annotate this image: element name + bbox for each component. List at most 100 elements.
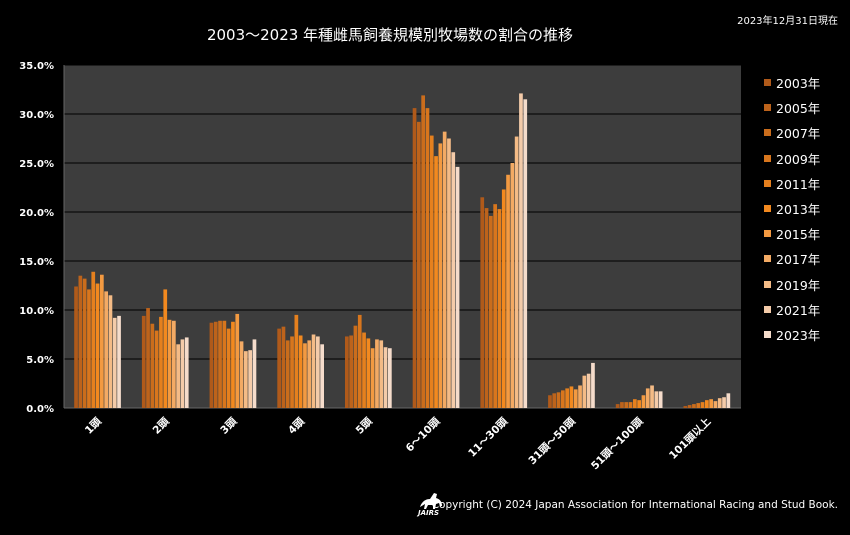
bar [722, 397, 726, 408]
bar [235, 313, 240, 408]
x-tick-label: 5頭 [354, 415, 375, 436]
y-tick-label: 15.0% [19, 257, 54, 268]
bar [311, 334, 316, 408]
bar [425, 108, 430, 409]
legend-swatch [764, 129, 771, 137]
bar [353, 325, 358, 408]
bar [172, 320, 176, 408]
bar [429, 135, 434, 408]
legend-label: 2013年 [776, 202, 821, 218]
bar [442, 131, 447, 408]
bar [366, 338, 371, 408]
x-tick-label: 2頭 [151, 415, 172, 436]
legend-label: 2023年 [776, 327, 821, 343]
legend-label: 2005年 [776, 101, 821, 117]
x-tick-label: 31頭～50頭 [526, 415, 578, 467]
bar [146, 308, 150, 408]
bar [239, 341, 244, 408]
y-tick-label: 5.0% [26, 355, 54, 366]
bar [569, 386, 574, 408]
bar [252, 339, 257, 408]
bar [489, 215, 493, 408]
bar [514, 136, 519, 409]
legend-item: 2007年 [764, 120, 820, 145]
chart-title: 2003～2023 年種雌馬飼養規模別牧場数の割合の推移 [206, 26, 574, 44]
bar [349, 335, 353, 408]
bar [298, 335, 303, 408]
bar [87, 289, 91, 408]
x-tick-label: 6～10頭 [404, 415, 443, 454]
bar [163, 289, 168, 408]
legend: 2003年 2005年 2007年 2009年 2011年 2013年 2015年 2017年… [764, 70, 820, 347]
bar [141, 315, 146, 408]
bar [104, 291, 108, 408]
jairs-horse-logo-icon [420, 493, 442, 509]
bar [412, 108, 417, 409]
bar [455, 166, 460, 408]
bar [620, 402, 624, 408]
bar [683, 406, 688, 408]
legend-item: 2011年 [764, 171, 820, 196]
bar [484, 208, 489, 408]
bar [438, 143, 443, 408]
bar [692, 404, 696, 408]
bar [523, 99, 528, 409]
bar [726, 393, 731, 408]
bar [277, 328, 281, 408]
bar [379, 340, 384, 408]
legend-item: 2015年 [764, 221, 820, 246]
bar [112, 317, 117, 408]
legend-item: 2019年 [764, 272, 820, 297]
bar [303, 343, 307, 408]
bar [578, 385, 582, 408]
bar [561, 390, 565, 408]
bar [285, 340, 290, 408]
bar [222, 320, 227, 408]
bar [82, 278, 87, 408]
x-tick-label: 3頭 [218, 415, 239, 436]
bar [375, 339, 379, 408]
bar [248, 350, 252, 408]
y-tick-label: 30.0% [19, 110, 54, 121]
bar [434, 156, 438, 408]
bar [447, 138, 451, 408]
bar [510, 163, 515, 408]
bar [108, 295, 113, 408]
y-tick-label: 20.0% [19, 208, 54, 219]
bar [637, 400, 641, 408]
x-tick-label: 4頭 [286, 415, 307, 436]
bar [176, 344, 180, 408]
legend-label: 2021年 [776, 302, 821, 318]
bar [91, 271, 96, 408]
bar [709, 399, 713, 408]
legend-swatch [764, 255, 771, 263]
legend-label: 2011年 [776, 176, 821, 192]
bar [654, 391, 659, 408]
legend-swatch [764, 104, 771, 112]
bar [117, 315, 121, 408]
bar [154, 330, 159, 408]
bar [641, 395, 646, 408]
bar [493, 204, 497, 408]
legend-swatch [764, 79, 771, 87]
copyright-text: Copyright (C) 2024 Japan Association for… [431, 499, 838, 511]
bar [645, 388, 650, 408]
bar [184, 337, 189, 408]
legend-item: 2009年 [764, 146, 820, 171]
bar [586, 373, 591, 408]
x-tick-label: 11～30頭 [466, 415, 510, 459]
bar [548, 395, 552, 408]
bar [180, 339, 185, 408]
bar [556, 392, 561, 408]
bar [100, 274, 104, 408]
y-tick-label: 10.0% [19, 306, 54, 317]
bar [167, 319, 172, 408]
bar [383, 347, 388, 408]
date-note: 2023年12月31日現在 [737, 16, 838, 27]
y-tick-label: 0.0% [26, 404, 54, 415]
x-tick-label: 51頭～100頭 [589, 415, 646, 472]
legend-label: 2009年 [776, 151, 821, 167]
bar [658, 391, 663, 408]
bar [316, 336, 320, 408]
bar [497, 209, 502, 408]
